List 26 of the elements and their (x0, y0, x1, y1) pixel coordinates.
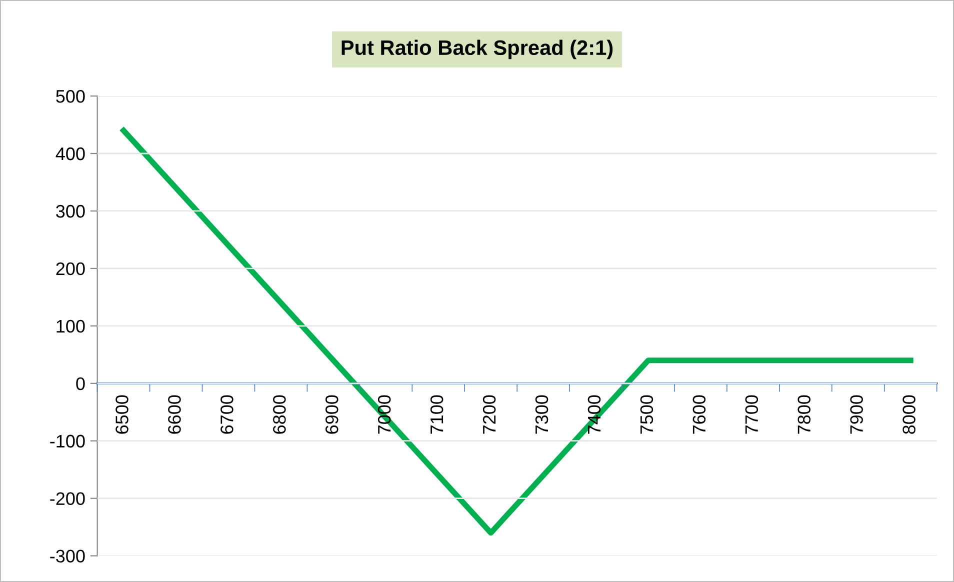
y-tick-label: 200 (56, 262, 85, 276)
x-tick-label: 7100 (430, 395, 444, 434)
x-tick-label: 7500 (640, 395, 654, 434)
y-tick-label: -300 (50, 550, 85, 563)
x-tick-label: 7200 (482, 395, 496, 434)
x-tick-label: 7300 (535, 395, 548, 434)
x-tick-label: 6800 (273, 395, 286, 434)
x-tick-label: 6500 (116, 395, 128, 434)
x-tick-label: 6700 (220, 395, 234, 434)
y-tick-label: -200 (50, 492, 85, 506)
x-tick-label: 7600 (692, 395, 706, 434)
x-tick-label: 7400 (588, 395, 601, 434)
x-tick-label: 6900 (325, 395, 338, 434)
x-tick-label: 8000 (902, 395, 916, 434)
x-tick-label: 7800 (798, 395, 810, 434)
y-tick-label: 400 (56, 147, 85, 160)
y-tick-label: 500 (56, 90, 85, 103)
y-tick-label: 100 (56, 320, 85, 333)
chart-title: Put Ratio Back Spread (2:1) (342, 40, 613, 60)
x-tick-label: 7700 (745, 395, 758, 434)
y-tick-label: 0 (76, 377, 85, 390)
x-tick-label: 7000 (378, 395, 391, 434)
y-tick-label: 300 (56, 204, 85, 218)
x-tick-label: 7900 (850, 395, 863, 434)
y-tick-label: -100 (50, 434, 85, 448)
x-tick-label: 6600 (168, 395, 181, 434)
